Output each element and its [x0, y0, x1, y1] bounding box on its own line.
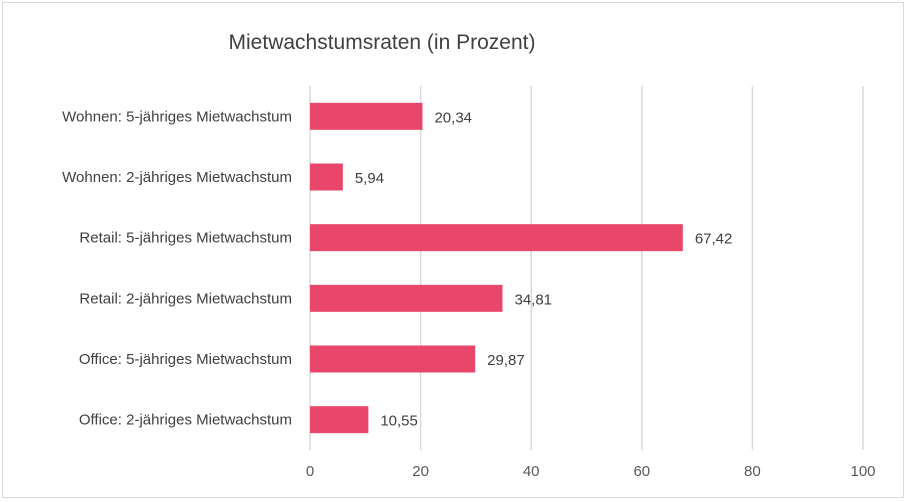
- x-tick-label: 0: [306, 463, 314, 480]
- x-tick-label: 60: [633, 463, 650, 480]
- data-label: 34,81: [514, 291, 552, 308]
- data-label: 5,94: [355, 170, 384, 187]
- data-label: 10,55: [380, 413, 418, 430]
- bar: [310, 345, 476, 373]
- bar: [310, 406, 369, 434]
- x-axis-ticks: 0 20 40 60 80 100: [306, 463, 876, 480]
- category-label: Retail: 2-jähriges Mietwachstum: [79, 290, 292, 307]
- bar: [310, 163, 343, 191]
- x-tick-label: 100: [850, 463, 875, 480]
- bars: [310, 102, 683, 434]
- data-labels: 20,34 5,94 67,42 34,81 29,87 10,55: [355, 109, 733, 429]
- category-label: Wohnen: 5-jähriges Mietwachstum: [62, 108, 292, 125]
- category-labels: Wohnen: 5-jähriges Mietwachstum Wohnen: 2…: [62, 108, 292, 428]
- data-label: 29,87: [487, 352, 525, 369]
- gridlines: [309, 86, 864, 450]
- bar: [310, 284, 503, 312]
- data-label: 20,34: [434, 109, 472, 126]
- category-label: Office: 2-jähriges Mietwachstum: [79, 412, 292, 429]
- x-tick-label: 40: [523, 463, 540, 480]
- x-tick-label: 20: [412, 463, 429, 480]
- category-label: Wohnen: 2-jähriges Mietwachstum: [62, 169, 292, 186]
- bar: [310, 102, 423, 130]
- data-label: 67,42: [695, 231, 733, 248]
- category-label: Retail: 5-jähriges Mietwachstum: [79, 230, 292, 247]
- category-label: Office: 5-jähriges Mietwachstum: [79, 351, 292, 368]
- x-tick-label: 80: [744, 463, 761, 480]
- bar: [310, 224, 683, 252]
- chart-title: Mietwachstumsraten (in Prozent): [229, 31, 536, 54]
